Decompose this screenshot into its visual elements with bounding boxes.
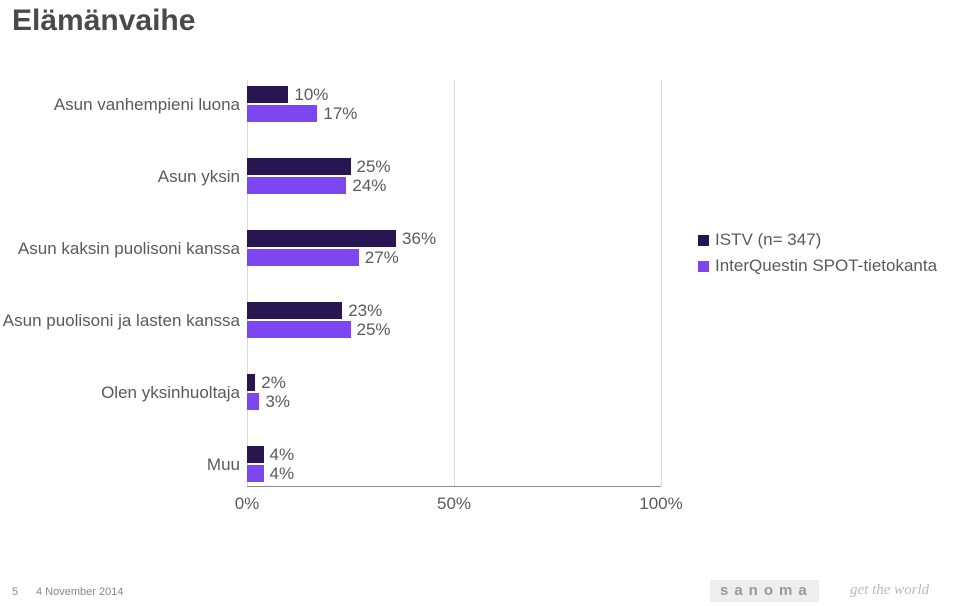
bar-value-label: 25% (357, 320, 391, 340)
bar-value-label: 2% (261, 373, 286, 393)
y-category-label: Asun kaksin puolisoni kanssa (0, 239, 240, 259)
x-axis-line (247, 486, 661, 487)
page-title: Elämänvaihe (12, 4, 195, 38)
sanoma-logo: sanoma (710, 580, 819, 602)
bar (247, 249, 359, 266)
bar-value-label: 3% (265, 392, 290, 412)
gridline (661, 80, 662, 486)
bar (247, 321, 351, 338)
bar-value-label: 23% (348, 301, 382, 321)
bar (247, 302, 342, 319)
bar (247, 86, 288, 103)
bar-value-label: 24% (352, 176, 386, 196)
footer-date: 4 November 2014 (36, 586, 123, 598)
plot-area: 0%50%100%Asun vanhempieni luona10%17%Asu… (247, 80, 661, 530)
bar (247, 393, 259, 410)
x-tick-label: 50% (424, 494, 484, 514)
bar-value-label: 4% (270, 464, 295, 484)
y-category-label: Olen yksinhuoltaja (0, 383, 240, 403)
bar (247, 230, 396, 247)
bar (247, 105, 317, 122)
bar-value-label: 27% (365, 248, 399, 268)
legend-swatch (698, 235, 709, 246)
legend: ISTV (n= 347) InterQuestin SPOT-tietokant… (698, 230, 937, 282)
gridline (247, 80, 248, 486)
tagline: get the world (850, 582, 929, 599)
legend-item: ISTV (n= 347) (698, 230, 937, 250)
bar-value-label: 17% (323, 104, 357, 124)
gridline (454, 80, 455, 486)
x-tick-label: 100% (631, 494, 691, 514)
bar-value-label: 36% (402, 229, 436, 249)
y-category-label: Muu (0, 455, 240, 475)
bar-value-label: 10% (294, 85, 328, 105)
legend-label: InterQuestin SPOT-tietokanta (715, 256, 937, 276)
bar (247, 177, 346, 194)
bar-value-label: 4% (270, 445, 295, 465)
bar (247, 465, 264, 482)
bar (247, 374, 255, 391)
x-tick-label: 0% (217, 494, 277, 514)
y-category-label: Asun vanhempieni luona (0, 95, 240, 115)
page-number: 5 (12, 586, 18, 598)
bar (247, 446, 264, 463)
legend-label: ISTV (n= 347) (715, 230, 821, 250)
y-category-label: Asun yksin (0, 167, 240, 187)
legend-swatch (698, 261, 709, 272)
legend-item: InterQuestin SPOT-tietokanta (698, 256, 937, 276)
life-stage-chart: 0%50%100%Asun vanhempieni luona10%17%Asu… (247, 80, 661, 530)
bar-value-label: 25% (357, 157, 391, 177)
y-category-label: Asun puolisoni ja lasten kanssa (0, 311, 240, 331)
bar (247, 158, 351, 175)
